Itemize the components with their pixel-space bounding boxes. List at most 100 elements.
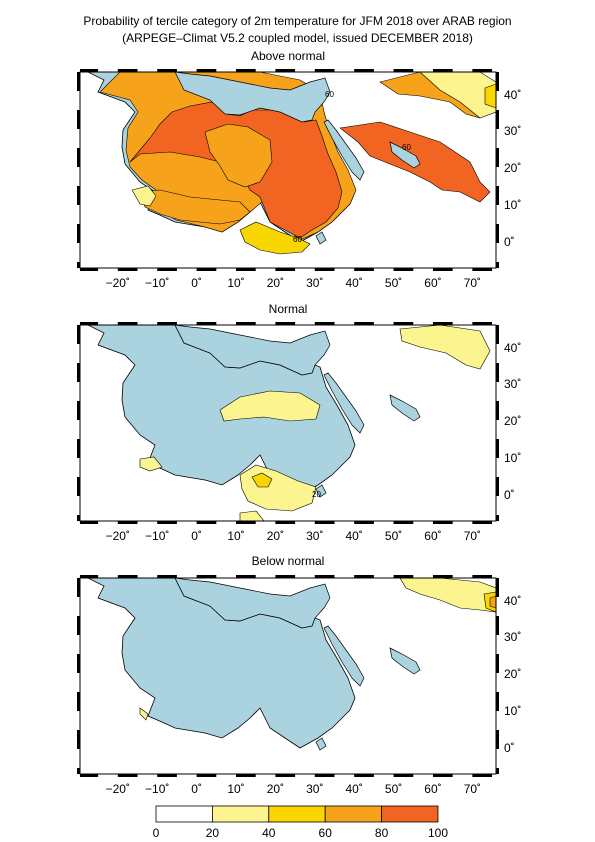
frame-segment <box>157 774 177 777</box>
contour-label: 60 <box>293 235 302 244</box>
colorbar-tick-label: 60 <box>319 826 333 840</box>
frame-segment <box>77 692 80 711</box>
panel-title-normal: Normal <box>268 302 308 316</box>
frame-segment <box>393 575 414 578</box>
probability-region-c40_60 <box>484 83 497 109</box>
latitude-tick-label: 40˚ <box>504 594 521 608</box>
water-body <box>389 394 421 422</box>
longitude-tick-label: 20˚ <box>267 529 284 543</box>
frame-segment <box>496 654 499 673</box>
frame-segment <box>354 774 374 777</box>
longitude-tick-label: −20˚ <box>106 529 130 543</box>
longitude-tick-label: 60˚ <box>424 529 441 543</box>
longitude-tick-label: 30˚ <box>306 529 323 543</box>
longitude-tick-label: 40˚ <box>346 529 363 543</box>
colorbar-bin <box>268 805 326 823</box>
water-body <box>174 71 331 123</box>
frame-segment <box>80 521 99 524</box>
latitude-tick-label: 10˚ <box>504 451 521 465</box>
frame-segment <box>236 774 256 777</box>
water-body <box>323 119 365 181</box>
frame-segment <box>393 322 414 325</box>
longitude-tick-label: 30˚ <box>306 276 323 290</box>
frame-segment <box>117 268 138 271</box>
longitude-tick-label: 60˚ <box>424 782 441 796</box>
water-body <box>315 737 327 751</box>
probability-region-c40_60 <box>239 221 311 255</box>
latitude-tick-label: 0˚ <box>504 741 515 755</box>
colorbar-bin <box>155 805 213 823</box>
longitude-tick-label: 10˚ <box>227 782 244 796</box>
longitude-tick-label: −20˚ <box>106 276 130 290</box>
longitude-tick-label: 50˚ <box>385 529 402 543</box>
frame-segment <box>314 69 335 72</box>
frame-segment <box>196 322 217 325</box>
frame-segment <box>314 268 335 271</box>
longitude-tick-label: 40˚ <box>346 276 363 290</box>
frame-segment <box>77 515 80 521</box>
probability-region-c20_40 <box>219 390 321 422</box>
longitude-tick-label: −10˚ <box>145 529 169 543</box>
frame-segment <box>432 69 453 72</box>
colorbar-tick-label: 0 <box>153 826 160 840</box>
frame-segment <box>117 575 138 578</box>
frame-segment <box>157 575 177 578</box>
frame-segment <box>77 477 80 496</box>
contour-label: 20 <box>312 490 321 499</box>
frame-segment <box>432 575 453 578</box>
frame-segment <box>354 521 374 524</box>
frame-segment <box>432 268 453 271</box>
water-body <box>389 647 421 675</box>
longitude-tick-label: −10˚ <box>145 782 169 796</box>
probability-region-c20_40 <box>139 456 163 472</box>
frame-segment <box>496 515 499 521</box>
frame-segment <box>196 69 217 72</box>
frame-segment <box>472 774 493 777</box>
figure-subtitle: (ARPEGE–Climat V5.2 coupled model, issue… <box>122 31 473 45</box>
frame-segment <box>77 578 80 597</box>
colorbar-tick-label: 100 <box>428 826 448 840</box>
probability-region-c40_60 <box>251 472 273 488</box>
frame-segment <box>77 186 80 205</box>
frame-segment <box>77 730 80 749</box>
latitude-tick-label: 10˚ <box>504 704 521 718</box>
colorbar-tick-label: 80 <box>375 826 389 840</box>
frame-segment <box>157 268 177 271</box>
frame-segment <box>275 322 296 325</box>
colorbar-bin <box>324 805 383 823</box>
frame-segment <box>496 692 499 711</box>
longitude-tick-label: 0˚ <box>191 276 202 290</box>
longitude-tick-label: −10˚ <box>145 276 169 290</box>
latitude-tick-label: 30˚ <box>504 377 521 391</box>
latitude-tick-label: 40˚ <box>504 341 521 355</box>
frame-segment <box>496 325 499 344</box>
colorbar-bin <box>381 805 439 823</box>
frame-segment <box>80 774 99 777</box>
frame-segment <box>393 268 414 271</box>
frame-segment <box>496 262 499 268</box>
probability-region-c60_80 <box>139 189 251 225</box>
frame-segment <box>496 148 499 167</box>
frame-segment <box>432 521 453 524</box>
water-body <box>315 231 327 245</box>
frame-segment <box>496 224 499 243</box>
frame-segment <box>472 521 493 524</box>
longitude-tick-label: 20˚ <box>267 276 284 290</box>
probability-region-c20_40 <box>139 707 149 721</box>
map-panel-normal: 20 <box>77 322 499 524</box>
longitude-tick-label: 50˚ <box>385 782 402 796</box>
frame-segment <box>77 148 80 167</box>
water-body <box>323 372 365 434</box>
frame-segment <box>117 521 138 524</box>
frame-segment <box>80 575 99 578</box>
probability-region-c60_80 <box>489 595 497 609</box>
contour-label: 60 <box>325 90 334 99</box>
longitude-tick-label: 0˚ <box>191 529 202 543</box>
colorbar: 0 20 40 60 80 100 <box>153 805 448 840</box>
frame-segment <box>354 268 374 271</box>
longitude-tick-label: 20˚ <box>267 782 284 796</box>
frame-segment <box>275 575 296 578</box>
frame-segment <box>196 268 217 271</box>
frame-segment <box>117 774 138 777</box>
